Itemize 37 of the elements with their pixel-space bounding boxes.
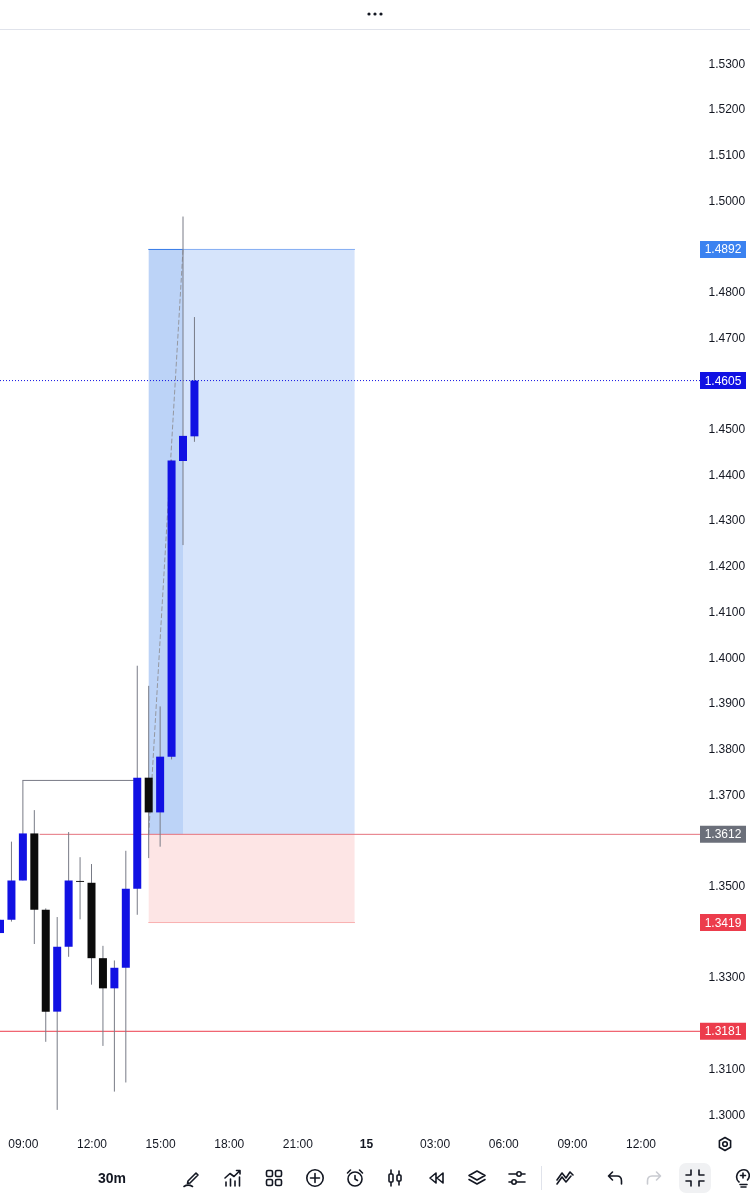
ref-line-label: 1.3181 — [704, 1024, 742, 1039]
y-tick-label: 1.4300 — [708, 513, 746, 528]
y-tick-label: 1.4200 — [708, 559, 746, 574]
x-tick-label: 18:00 — [214, 1136, 245, 1151]
y-tick-label: 1.3900 — [708, 696, 746, 711]
x-tick-label: 09:00 — [8, 1136, 39, 1151]
y-tick-label: 1.3100 — [708, 1061, 746, 1076]
text: 1.4892 — [704, 242, 742, 257]
x-tick-label: 21:00 — [282, 1136, 314, 1151]
y-tick-label: 1.5100 — [708, 147, 746, 162]
y-tick-label: 1.4800 — [708, 284, 746, 299]
x-tick-label: 09:00 — [557, 1136, 588, 1151]
text: 30m — [98, 1170, 127, 1186]
y-tick-label: 1.3300 — [708, 970, 746, 985]
y-tick-label: 1.4500 — [708, 422, 746, 437]
candlestick — [110, 959, 119, 1093]
y-tick-label: 1.5000 — [708, 193, 746, 208]
ref-line-label: 1.4605 — [704, 373, 742, 388]
text: 1.3612 — [704, 827, 742, 842]
x-tick-label: 03:00 — [420, 1136, 451, 1151]
y-tick-label: 1.5300 — [708, 56, 746, 71]
y-tick-label: 1.4000 — [708, 650, 746, 665]
y-tick-label: 1.3800 — [708, 741, 746, 756]
y-tick-label: 1.4700 — [708, 330, 746, 345]
candlestick — [76, 856, 85, 920]
x-tick-label: 06:00 — [488, 1136, 520, 1151]
text: 1.3419 — [704, 915, 742, 930]
x-tick-label: 15:00 — [145, 1136, 176, 1151]
y-tick-label: 1.4400 — [708, 467, 746, 482]
y-tick-label: 1.3500 — [708, 879, 746, 894]
y-tick-label: 1.3700 — [708, 787, 746, 802]
x-tick-label: 15 — [359, 1136, 374, 1151]
x-tick-label: 12:00 — [76, 1136, 108, 1151]
y-tick-label: 1.3000 — [708, 1107, 746, 1122]
y-tick-label: 1.4100 — [708, 604, 746, 619]
x-tick-label: 12:00 — [626, 1136, 657, 1151]
y-tick-label: 1.5200 — [708, 102, 746, 117]
